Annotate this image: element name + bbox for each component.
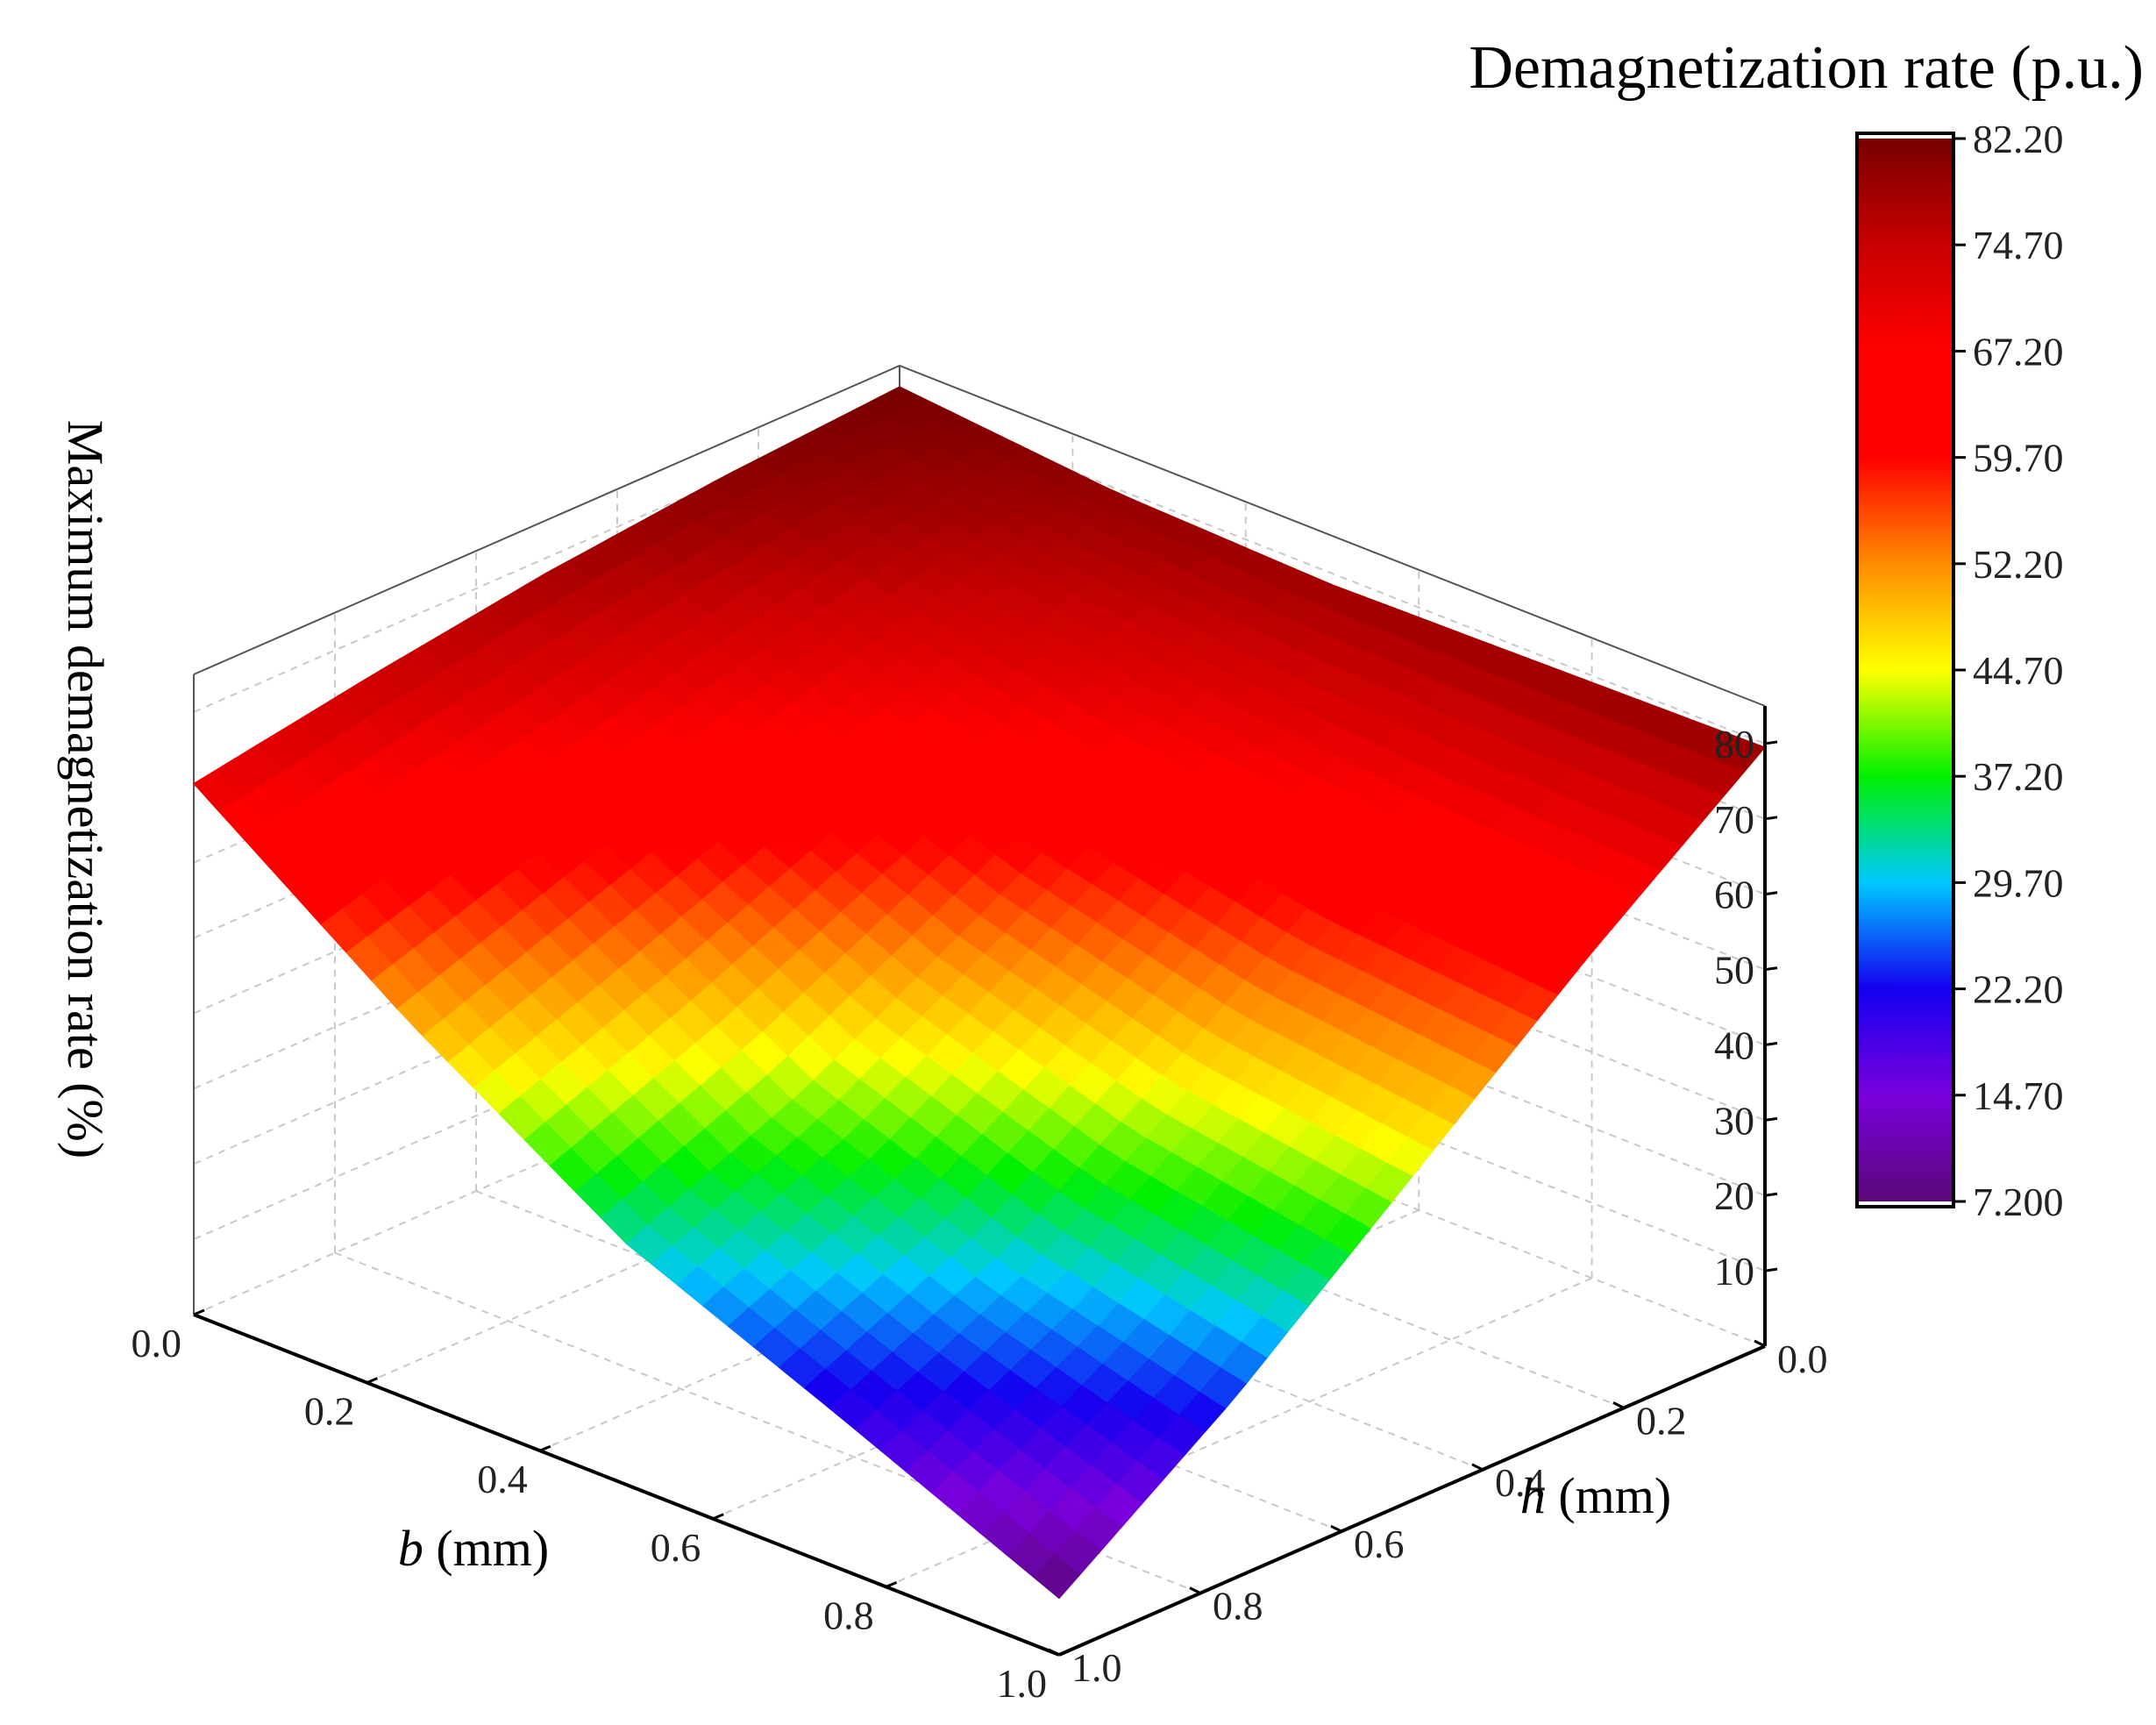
h-tick-label: 0.2 bbox=[1636, 1398, 1687, 1443]
box-top-edge bbox=[193, 364, 1766, 707]
wall-grid-line bbox=[899, 403, 1766, 745]
y-axis-title-var: h bbox=[1520, 1467, 1546, 1524]
b-tick-label: 1.0 bbox=[997, 1661, 1048, 1706]
x-axis-title-unit: (mm) bbox=[423, 1520, 549, 1577]
surface-patch bbox=[1033, 1553, 1081, 1600]
z-tick-label: 70 bbox=[1714, 797, 1754, 842]
h-tick-label: 0.4 bbox=[1495, 1460, 1546, 1505]
floor-grid-line bbox=[886, 1277, 1593, 1588]
floor-grid-line bbox=[334, 1251, 1201, 1594]
h-tick-mark bbox=[1189, 1586, 1201, 1594]
colorbar-title: Demagnetization rate (p.u.) bbox=[1469, 34, 2144, 102]
colorbar-tick-label: 59.70 bbox=[1973, 436, 2064, 481]
z-tick-mark bbox=[1764, 1116, 1778, 1122]
h-tick-mark bbox=[1471, 1463, 1484, 1472]
y-axis-title-unit: (mm) bbox=[1546, 1467, 1671, 1524]
tick-label-layer: 10 20 30 40 50 60 70 80 0.0 0.2 0.4 0.6 0.8 1.0 0.0 0.2… bbox=[132, 722, 1828, 1706]
z-tick-mark bbox=[1764, 891, 1778, 896]
b-tick-mark bbox=[886, 1581, 898, 1588]
colorbar-tick-label: 52.20 bbox=[1973, 542, 2064, 587]
z-tick-mark bbox=[1764, 966, 1778, 972]
x-axis-title-var: b bbox=[398, 1520, 423, 1577]
b-tick-mark bbox=[1058, 1649, 1071, 1657]
b-tick-mark bbox=[193, 1308, 205, 1316]
colorbar-tick-label: 14.70 bbox=[1973, 1073, 2064, 1118]
colorbar-tick-label: 44.70 bbox=[1973, 648, 2064, 693]
z-tick-mark bbox=[1764, 740, 1778, 745]
h-tick-label: 0.8 bbox=[1213, 1584, 1263, 1629]
colorbar-tick-label: 67.20 bbox=[1973, 329, 2064, 374]
z-tick-mark bbox=[1764, 1192, 1778, 1197]
b-tick-label: 0.6 bbox=[651, 1525, 701, 1570]
z-tick-label: 20 bbox=[1714, 1173, 1754, 1218]
y-axis-title: h (mm) bbox=[1520, 1467, 1671, 1524]
h-tick-label: 0.0 bbox=[1777, 1337, 1828, 1381]
b-tick-label: 0.8 bbox=[823, 1593, 874, 1637]
h-tick-mark bbox=[1612, 1401, 1625, 1409]
z-tick-label: 60 bbox=[1714, 873, 1754, 917]
z-tick-label: 10 bbox=[1714, 1249, 1754, 1294]
z-tick-label: 80 bbox=[1714, 722, 1754, 766]
b-tick-mark bbox=[539, 1444, 551, 1452]
z-tick-mark bbox=[1764, 1041, 1778, 1046]
b-axis-line bbox=[193, 1313, 1060, 1657]
surface-layer bbox=[193, 386, 1767, 1600]
z-tick-label: 50 bbox=[1714, 948, 1754, 993]
colorbar-fill bbox=[1857, 139, 1953, 1201]
b-tick-label: 0.2 bbox=[304, 1389, 355, 1434]
colorbar-tick-label: 7.200 bbox=[1973, 1180, 2064, 1224]
h-tick-mark bbox=[1754, 1339, 1766, 1348]
colorbar-tick-label: 74.70 bbox=[1973, 223, 2064, 267]
z-tick-mark bbox=[1764, 816, 1778, 821]
x-axis-title: b (mm) bbox=[398, 1520, 549, 1577]
colorbar: 82.20 74.70 67.20 59.70 52.20 44.70 37.20 29.70… bbox=[1855, 117, 2064, 1224]
h-tick-mark bbox=[1048, 1648, 1060, 1657]
wall-grid-line bbox=[193, 403, 900, 713]
b-tick-mark bbox=[712, 1513, 724, 1521]
h-tick-label: 0.6 bbox=[1354, 1522, 1405, 1566]
b-tick-mark bbox=[366, 1377, 378, 1384]
colorbar-tick-label: 29.70 bbox=[1973, 860, 2064, 905]
h-tick-mark bbox=[1330, 1524, 1342, 1533]
z-tick-label: 40 bbox=[1714, 1023, 1754, 1067]
colorbar-tick-label: 22.20 bbox=[1973, 967, 2064, 1012]
b-tick-label: 0.4 bbox=[477, 1457, 528, 1501]
colorbar-tick-label: 37.20 bbox=[1973, 754, 2064, 799]
z-axis-title: Maximum demagnetization rate (%) bbox=[57, 420, 114, 1158]
axis-layer bbox=[193, 706, 1767, 1657]
h-axis-line bbox=[1058, 1344, 1766, 1657]
z-tick-mark bbox=[1764, 1267, 1778, 1272]
z-tick-label: 30 bbox=[1714, 1098, 1754, 1143]
b-tick-label: 0.0 bbox=[132, 1321, 182, 1365]
h-tick-label: 1.0 bbox=[1071, 1645, 1122, 1690]
colorbar-tick-label: 82.20 bbox=[1973, 117, 2064, 161]
